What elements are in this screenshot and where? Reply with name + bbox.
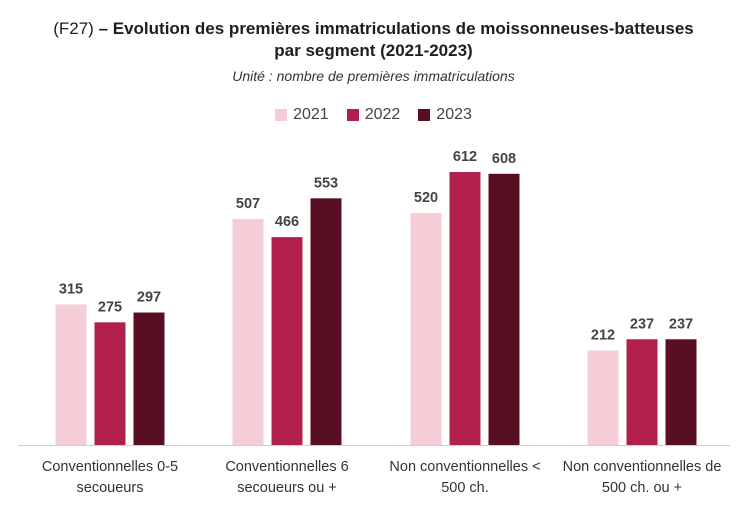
legend-label: 2021 bbox=[293, 106, 329, 123]
data-label-2023-cat0: 297 bbox=[137, 290, 161, 306]
legend-item-2021: 2021 bbox=[275, 106, 329, 124]
data-label-2022-cat2: 612 bbox=[453, 149, 477, 165]
legend-swatch bbox=[275, 109, 288, 121]
data-label-2023-cat1: 553 bbox=[314, 175, 338, 191]
legend-label: 2023 bbox=[436, 106, 472, 123]
title-code: (F27) bbox=[53, 19, 94, 38]
bar-2023-cat2 bbox=[488, 173, 520, 446]
bar-2023-cat1 bbox=[310, 198, 342, 445]
bar-2021-cat0 bbox=[55, 304, 87, 445]
legend-item-2022: 2022 bbox=[346, 106, 401, 124]
category-label-1-line0: Conventionnelles 6 bbox=[225, 459, 348, 475]
bar-2022-cat2 bbox=[449, 172, 481, 445]
data-label-2023-cat3: 237 bbox=[669, 316, 693, 332]
legend-label: 2022 bbox=[364, 106, 401, 123]
bar-2023-cat0 bbox=[133, 312, 165, 445]
data-label-2021-cat1: 507 bbox=[236, 196, 260, 212]
legend-item-2023: 2023 bbox=[418, 106, 472, 124]
data-label-2021-cat0: 315 bbox=[59, 281, 83, 297]
category-label-2-line1: 500 ch. bbox=[441, 480, 489, 496]
category-label-3-line0: Non conventionnelles de bbox=[563, 459, 722, 475]
bar-2021-cat3 bbox=[587, 350, 619, 445]
bar-2022-cat0 bbox=[94, 322, 126, 445]
data-label-2021-cat2: 520 bbox=[414, 190, 438, 206]
legend: 2021 2022 2023 bbox=[0, 106, 747, 124]
data-label-2022-cat1: 466 bbox=[275, 214, 299, 230]
category-label-0-line1: secoueurs bbox=[77, 480, 144, 496]
bar-2021-cat1 bbox=[232, 218, 264, 445]
bar-2021-cat2 bbox=[410, 213, 442, 445]
title-line2: par segment (2021-2023) bbox=[274, 41, 473, 60]
legend-swatch bbox=[346, 109, 359, 121]
data-label-2022-cat3: 237 bbox=[630, 316, 654, 332]
category-label-3-line1: 500 ch. ou + bbox=[602, 480, 682, 496]
data-label-2021-cat3: 212 bbox=[591, 327, 615, 343]
bar-2023-cat3 bbox=[665, 339, 697, 445]
data-label-2022-cat0: 275 bbox=[98, 299, 122, 315]
category-label-1-line1: secoueurs ou + bbox=[237, 480, 337, 496]
chart-title: (F27) – Evolution des premières immatric… bbox=[0, 18, 747, 62]
legend-swatch bbox=[418, 109, 431, 121]
bar-2022-cat3 bbox=[626, 339, 658, 445]
category-label-2-line0: Non conventionnelles < bbox=[389, 459, 540, 475]
bar-2022-cat1 bbox=[271, 237, 303, 445]
category-label-0-line0: Conventionnelles 0-5 bbox=[42, 459, 178, 475]
chart-subtitle: Unité : nombre de premières immatriculat… bbox=[232, 68, 515, 84]
title-main: – Evolution des premières immatriculatio… bbox=[98, 19, 694, 38]
data-label-2023-cat2: 608 bbox=[492, 151, 516, 167]
